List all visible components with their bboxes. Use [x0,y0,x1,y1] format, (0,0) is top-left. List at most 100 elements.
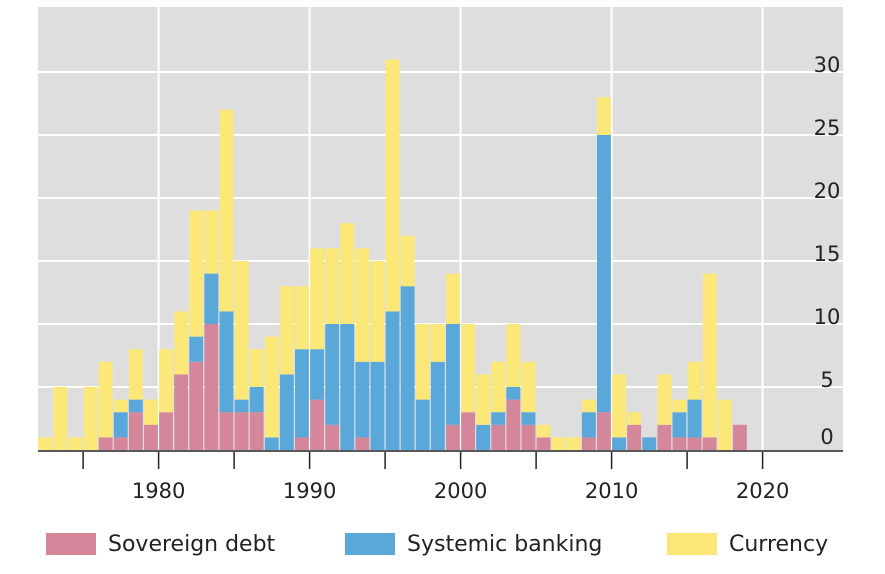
legend-label-currency: Currency [729,531,829,557]
x-tick-label-2020: 2020 [736,479,789,503]
bar-sovereign-debt-1990 [310,399,324,450]
bar-currency-1983 [204,210,219,274]
y-tick-label-5: 5 [820,368,833,392]
bar-currency-1973 [53,387,68,450]
x-tick-label-2000: 2000 [434,479,487,503]
y-tick-label-0: 0 [820,425,833,449]
bar-systemic-banking-1985 [234,399,249,413]
bar-systemic-banking-2002 [491,412,506,425]
bar-currency-1987 [264,336,279,438]
legend: Sovereign debt Systemic banking Currency [0,526,885,566]
bar-currency-1974 [68,437,83,450]
bar-currency-2008 [581,399,596,413]
bar-currency-1994 [370,261,385,362]
bar-currency-2001 [476,374,491,425]
bar-currency-1989 [295,286,309,350]
y-tick-label-10: 10 [814,305,841,329]
bar-currency-1990 [310,248,324,350]
legend-swatch-sovereign-debt [46,533,96,555]
bar-currency-1988 [279,286,294,375]
bar-currency-1998 [430,324,445,362]
y-axis-ticks: 0 5 10 15 20 25 30 [814,53,841,449]
bar-sovereign-debt-1989 [295,437,309,450]
bar-systemic-banking-2010 [612,437,626,450]
bar-systemic-banking-1999 [446,324,460,425]
vertical-gridlines [157,7,764,450]
bar-currency-1979 [144,399,158,425]
legend-swatch-currency [667,533,717,555]
bar-currency-2013 [657,374,672,425]
bar-systemic-banking-2014 [672,412,687,438]
bar-currency-2002 [491,361,506,413]
bar-systemic-banking-2015 [687,399,702,438]
bar-systemic-banking-2004 [521,412,536,425]
bar-sovereign-debt-2016 [702,437,717,450]
bar-sovereign-debt-1980 [159,412,173,450]
bar-sovereign-debt-1979 [144,424,158,450]
bar-sovereign-debt-2015 [687,437,702,450]
bar-systemic-banking-2003 [506,387,521,400]
legend-swatch-systemic-banking [345,533,395,555]
bar-sovereign-debt-1982 [189,361,204,450]
bar-currency-1977 [113,399,128,413]
x-tick-label-2010: 2010 [585,479,638,503]
bar-systemic-banking-1989 [295,349,309,438]
bar-sovereign-debt-2013 [657,424,672,450]
bar-currency-1993 [355,248,370,362]
bar-sovereign-debt-1981 [174,374,189,450]
bar-currency-1982 [189,210,204,337]
bar-currency-1972 [38,437,53,450]
bar-currency-2004 [521,361,536,413]
bar-currency-1996 [400,235,415,287]
bar-sovereign-debt-1986 [249,412,264,450]
bar-systemic-banking-1986 [249,387,264,413]
bar-currency-1978 [128,349,143,400]
bar-currency-1991 [325,248,340,324]
bar-sovereign-debt-1983 [204,324,219,450]
bar-sovereign-debt-2000 [461,412,475,450]
bar-systemic-banking-1997 [415,399,430,450]
bar-sovereign-debt-2018 [732,424,747,450]
y-tick-label-15: 15 [814,242,841,266]
bar-systemic-banking-1992 [340,324,355,450]
bar-currency-1992 [340,223,355,324]
bar-currency-2017 [717,399,732,450]
legend-item-currency: Currency [667,526,828,562]
bar-sovereign-debt-2005 [536,437,551,450]
bar-currency-2006 [551,437,566,450]
legend-item-sovereign-debt: Sovereign debt [46,526,275,562]
bar-systemic-banking-1977 [113,412,128,438]
bar-sovereign-debt-2014 [672,437,687,450]
bar-systemic-banking-1982 [189,336,204,362]
bar-sovereign-debt-1977 [113,437,128,450]
bar-sovereign-debt-1978 [128,412,143,450]
x-tick-label-1990: 1990 [283,479,336,503]
bar-sovereign-debt-1985 [234,412,249,450]
chart: 1980 1990 2000 2010 2020 0 5 10 15 20 25 30 [38,7,843,503]
x-axis-ticks: 1980 1990 2000 2010 2020 [82,452,789,503]
bar-systemic-banking-1983 [204,273,219,324]
bar-sovereign-debt-2011 [627,424,642,450]
legend-label-systemic-banking: Systemic banking [407,531,603,557]
bar-currency-1997 [415,324,430,400]
bar-systemic-banking-1996 [400,286,415,450]
bar-currency-1995 [385,59,400,312]
bar-sovereign-debt-1993 [355,437,370,450]
bar-currency-2009 [597,97,611,135]
bar-currency-2015 [687,361,702,400]
bar-currency-1981 [174,311,189,375]
bar-currency-1999 [446,273,460,324]
bar-systemic-banking-1984 [219,311,234,413]
bar-sovereign-debt-2008 [581,437,596,450]
legend-label-sovereign-debt: Sovereign debt [108,531,276,557]
bar-systemic-banking-1995 [385,311,400,450]
bar-systemic-banking-1991 [325,324,340,425]
bar-sovereign-debt-2003 [506,399,521,450]
bar-currency-2010 [612,374,626,438]
bar-systemic-banking-1993 [355,361,370,438]
bar-currency-1985 [234,261,249,400]
bar-systemic-banking-1978 [128,399,143,413]
bar-currency-1984 [219,109,234,312]
bar-currency-2014 [672,399,687,413]
bar-currency-2000 [461,324,475,413]
